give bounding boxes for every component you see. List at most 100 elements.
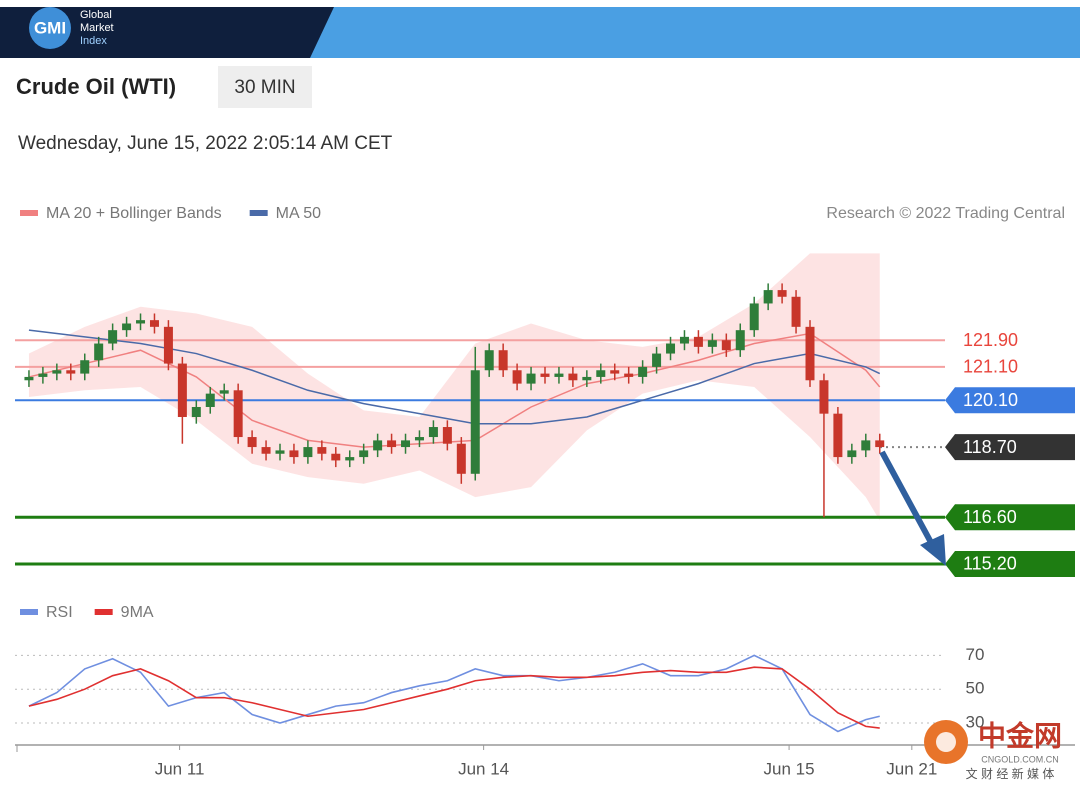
candle-body xyxy=(763,290,773,304)
candle-body xyxy=(596,370,606,377)
candle-body xyxy=(861,440,871,451)
candle-body xyxy=(540,373,550,377)
x-tick-label: Jun 11 xyxy=(155,759,205,778)
candle-body xyxy=(610,370,620,374)
candle-body xyxy=(456,443,466,474)
candle-body xyxy=(666,343,676,354)
candle-body xyxy=(693,336,703,347)
candle-body xyxy=(122,323,132,331)
watermark-tagline: 文 财 经 新 媒 体 xyxy=(966,766,1055,781)
timeframe-box xyxy=(218,66,312,108)
brand: Index xyxy=(80,35,107,47)
x-tick-label: Jun 21 xyxy=(886,759,937,778)
level-label: 116.60 xyxy=(963,507,1017,527)
candle-body xyxy=(163,326,173,364)
candle-body xyxy=(387,440,397,448)
candle-body xyxy=(442,427,452,444)
candle-body xyxy=(582,376,592,381)
logo-circle xyxy=(29,7,71,49)
candle-body xyxy=(275,450,285,454)
candle-body xyxy=(554,373,564,377)
candle-body xyxy=(498,350,508,371)
candle-body xyxy=(289,450,299,458)
candle-body xyxy=(359,450,369,458)
forecast-arrow xyxy=(879,450,937,550)
legend-swatch xyxy=(249,210,268,216)
candle-body xyxy=(94,343,104,361)
level-label: 118.70 xyxy=(963,437,1017,457)
candle-body xyxy=(331,453,341,461)
candle-body xyxy=(373,440,383,451)
candle-body xyxy=(247,437,257,448)
watermark-name: 中金网 xyxy=(978,719,1062,751)
watermark-site: CNGOLD.COM.CN xyxy=(981,754,1059,764)
candle-body xyxy=(136,320,146,324)
candle-body xyxy=(777,290,787,297)
header-logo-area xyxy=(0,7,334,58)
candle-body xyxy=(791,296,801,327)
candle-body xyxy=(38,373,48,377)
candle-body xyxy=(749,303,759,331)
subtitle: Wednesday, June 15, 2022 2:05:14 AM CET xyxy=(18,133,393,154)
legend-swatch xyxy=(20,609,38,615)
candle-body xyxy=(317,447,327,454)
chart-title: Crude Oil (WTI) xyxy=(16,74,176,99)
candle-body xyxy=(219,390,229,394)
level-label: 121.10 xyxy=(963,357,1018,377)
level-box xyxy=(945,550,1075,577)
level-label: 121.90 xyxy=(963,330,1018,350)
candle-body xyxy=(52,370,62,374)
legend-swatch xyxy=(94,609,113,615)
level-label: 115.20 xyxy=(963,554,1017,574)
watermark-logo-inner xyxy=(936,732,956,752)
brand: Global xyxy=(80,9,112,21)
bollinger-band xyxy=(28,253,880,521)
candle-body xyxy=(624,373,634,377)
legend-label: MA 50 xyxy=(276,205,321,222)
candle-body xyxy=(484,350,494,371)
price-panel: MA 20 + Bollinger Bands MA 50 121.90 121.10… xyxy=(15,205,1075,577)
y-tick-label: 50 xyxy=(966,679,985,698)
candle-body xyxy=(526,373,536,384)
candle-body xyxy=(233,390,243,438)
candle-body xyxy=(721,340,731,351)
candle-body xyxy=(191,406,201,418)
credit: Research © 2022 Trading Central xyxy=(826,205,1065,222)
candle-body xyxy=(707,340,717,347)
candle-body xyxy=(303,447,313,458)
candle-body xyxy=(401,440,411,448)
rsi-panel: RSI 9MA 70 50 30 Jun 11 Jun 14 Jun 15 Jun 21 xyxy=(15,604,1075,778)
level-box xyxy=(945,504,1075,531)
y-tick-label: 30 xyxy=(966,712,985,731)
legend-swatch xyxy=(20,210,38,216)
candle-body xyxy=(847,450,857,458)
candle-body xyxy=(679,336,689,344)
candle-body xyxy=(149,320,159,327)
candle-body xyxy=(638,366,648,377)
logo: GMI xyxy=(34,18,66,37)
legend-label: MA 20 + Bollinger Bands xyxy=(46,205,222,222)
level-box xyxy=(945,387,1075,414)
candle-body xyxy=(80,360,90,374)
candle-body xyxy=(108,330,118,344)
y-tick-label: 70 xyxy=(966,645,985,664)
candle-body xyxy=(414,437,424,441)
candle-body xyxy=(819,380,829,414)
level-box xyxy=(945,434,1075,461)
candle-body xyxy=(177,363,187,418)
x-tick-label: Jun 14 xyxy=(458,759,509,778)
candle-body xyxy=(261,447,271,454)
candle-body xyxy=(512,370,522,384)
candle-body xyxy=(205,393,215,407)
candle-body xyxy=(568,373,578,381)
candle-body xyxy=(735,330,745,351)
brand: Market xyxy=(80,22,114,34)
candle-body xyxy=(875,440,885,448)
candle-body xyxy=(652,353,662,367)
level-label: 120.10 xyxy=(963,390,1018,410)
rsi-line xyxy=(28,666,880,729)
forecast-arrow-head xyxy=(920,534,946,566)
x-tick-label: Jun 15 xyxy=(764,759,815,778)
candle-body xyxy=(470,370,480,474)
